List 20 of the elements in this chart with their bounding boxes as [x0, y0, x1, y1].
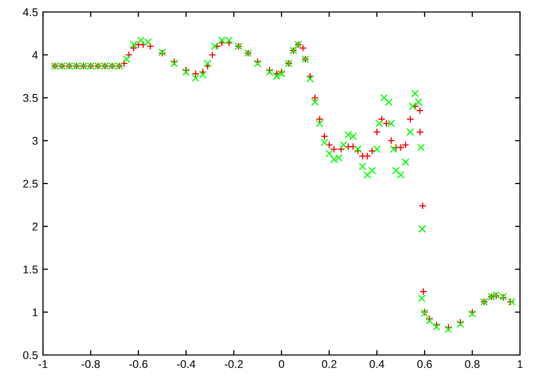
x-tick-label: 0.2 — [322, 360, 336, 368]
x-tick-label: 0.8 — [465, 360, 480, 368]
y-tick-label: 1.5 — [24, 266, 38, 274]
x-tick-label: -0.2 — [224, 360, 243, 368]
x-tick-label: -1 — [38, 360, 48, 368]
x-tick-label: -0.8 — [82, 360, 100, 368]
x-tick-label: -0.6 — [129, 360, 148, 368]
y-tick-label: 4.5 — [22, 8, 38, 16]
y-tick-label: 3 — [32, 136, 38, 145]
x-tick-label: 1 — [518, 360, 523, 368]
y-tick-label: 3.5 — [23, 94, 38, 102]
y-tick-label: 2.5 — [23, 180, 38, 188]
y-tick-label: 1 — [32, 308, 38, 316]
y-tick-label: 0.5 — [23, 351, 38, 360]
x-tick-label: 0 — [278, 360, 284, 368]
y-tick-label: 4 — [32, 51, 38, 59]
x-tick-label: 0.6 — [417, 360, 432, 368]
y-tick-label: 2 — [32, 222, 38, 230]
x-tick-label: 0.4 — [370, 360, 384, 368]
x-tick-label: -0.4 — [177, 360, 196, 368]
